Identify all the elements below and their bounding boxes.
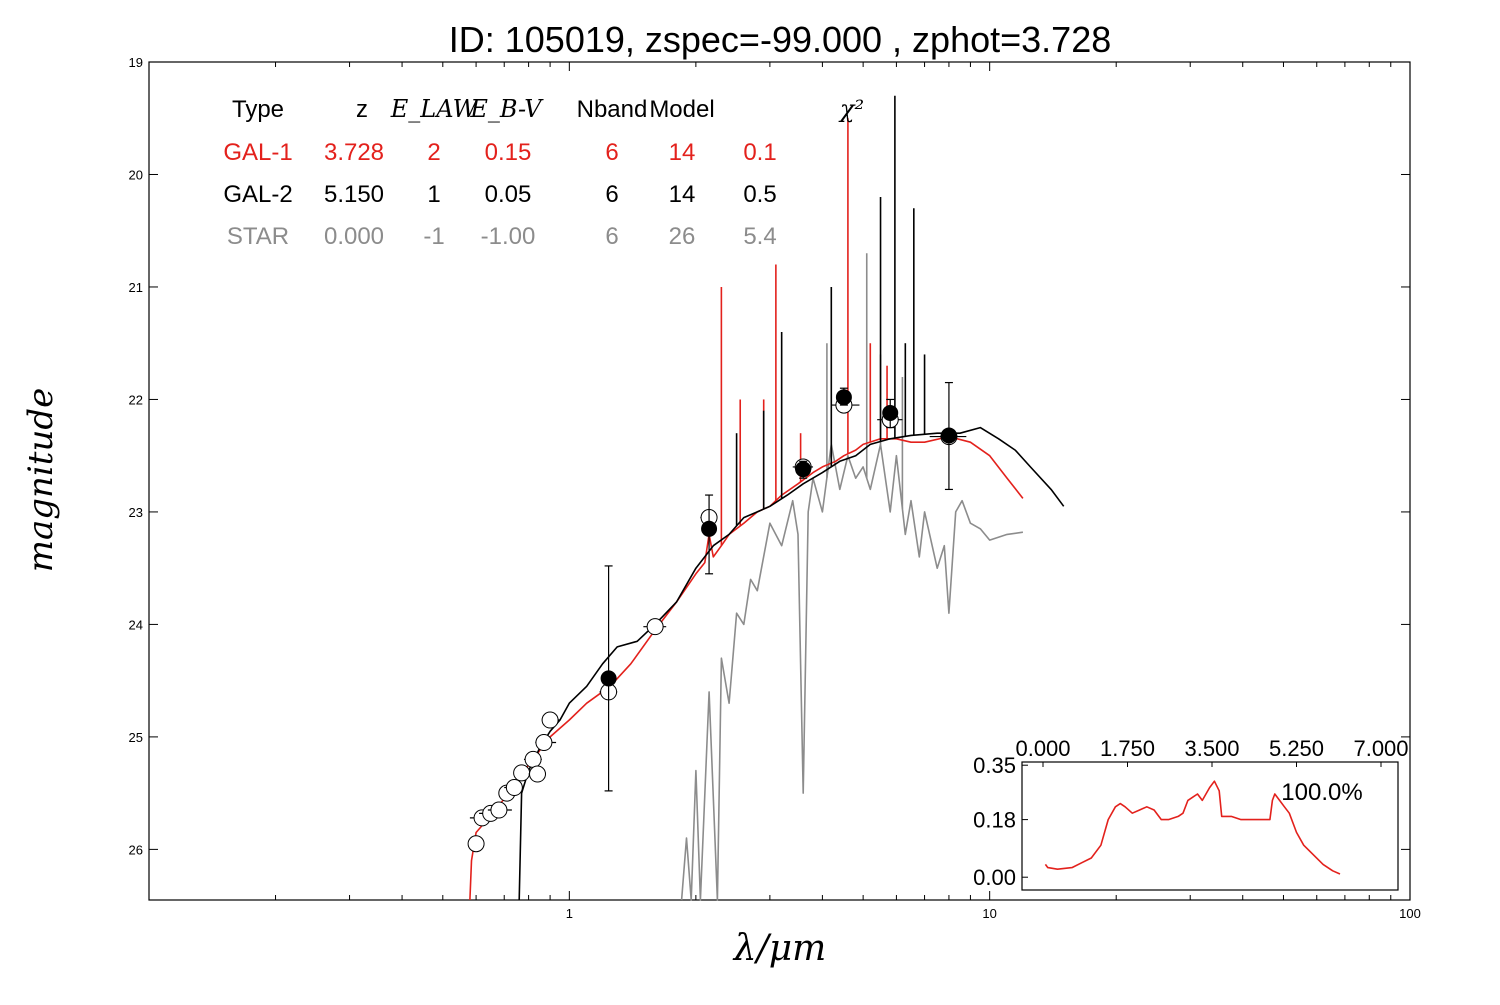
- model-point: [940, 427, 957, 444]
- model-point: [882, 404, 899, 421]
- y-tick-label: 19: [129, 55, 143, 70]
- fit-table-cell: 14: [669, 139, 696, 166]
- fit-table-header: z: [356, 96, 368, 123]
- y-tick-label: 22: [129, 392, 143, 407]
- y-tick-label: 26: [129, 842, 143, 857]
- observed-point: [505, 779, 523, 797]
- model-point: [795, 461, 812, 478]
- fit-table-cell: -1: [423, 223, 444, 250]
- fit-table-header: Model: [649, 96, 714, 123]
- fit-table-header: Type: [232, 96, 284, 123]
- fit-table-cell: GAL-1: [223, 139, 292, 166]
- fit-table-cell: 6: [605, 139, 618, 166]
- inset-y-tick-label: 0.00: [973, 865, 1016, 890]
- fit-table-cell: -1.00: [481, 223, 536, 250]
- x-tick-label: 10: [982, 906, 996, 921]
- inset-x-tick-label: 0.000: [1015, 736, 1070, 761]
- model-point: [701, 520, 718, 537]
- inset-x-tick-label: 3.500: [1184, 736, 1239, 761]
- model-point: [835, 389, 852, 406]
- fit-table-header: E_LAW: [390, 95, 480, 123]
- x-axis-label: λ/μm: [732, 928, 826, 969]
- y-tick-label: 20: [129, 167, 143, 182]
- inset-series-layer: [1044, 780, 1341, 875]
- fit-table-cell: 14: [669, 181, 696, 208]
- fit-table-cell: 3.728: [324, 139, 384, 166]
- observed-point: [646, 618, 664, 636]
- plot-frame: [148, 61, 1411, 901]
- y-tick-label: 23: [129, 505, 143, 520]
- inset-x-tick-label: 1.750: [1100, 736, 1155, 761]
- observed-point: [513, 764, 531, 782]
- inset-x-tick-label: 7.000: [1353, 736, 1408, 761]
- fit-table-cell: 6: [605, 181, 618, 208]
- x-tick-label: 1: [566, 906, 573, 921]
- fit-table-header: E_B-V: [469, 95, 544, 123]
- gal1-sed-line: [469, 435, 1024, 901]
- y-tick-label: 21: [129, 280, 143, 295]
- fit-table-cell: GAL-2: [223, 181, 292, 208]
- model-point: [600, 670, 617, 687]
- fit-table-cell: 0.5: [743, 181, 776, 208]
- fit-table-cell: STAR: [227, 223, 289, 250]
- inset-x-tick-label: 5.250: [1269, 736, 1324, 761]
- fit-table-cell: 1: [427, 181, 440, 208]
- star-sed-line: [680, 443, 1024, 901]
- photometry-layer: [467, 381, 967, 853]
- fit-table-cell: 0.15: [485, 139, 532, 166]
- y-axis-label: magnitude: [21, 388, 61, 573]
- x-tick-label: 100: [1399, 906, 1421, 921]
- fit-table-cell: 2: [427, 139, 440, 166]
- observed-point: [535, 734, 553, 752]
- chart-title: ID: 105019, zspec=-99.000 , zphot=3.728: [449, 19, 1111, 60]
- fit-table-cell: 0.000: [324, 223, 384, 250]
- inset-y-tick-label: 0.35: [973, 753, 1016, 778]
- inset-annotation: 100.0%: [1281, 779, 1362, 806]
- fit-table-cell: 0.1: [743, 139, 776, 166]
- observed-point: [529, 765, 547, 783]
- main-series-layer: [469, 95, 1065, 901]
- observed-point: [541, 711, 559, 729]
- fit-table-cell: 5.150: [324, 181, 384, 208]
- fit-table-header: Nband: [577, 96, 648, 123]
- fit-table-header: χ²: [838, 95, 864, 123]
- inset-y-tick-label: 0.18: [973, 808, 1016, 833]
- observed-point: [524, 750, 542, 768]
- fit-table-cell: 26: [669, 223, 696, 250]
- observed-point: [467, 835, 485, 853]
- fit-table-cell: 6: [605, 223, 618, 250]
- y-tick-label: 25: [129, 730, 143, 745]
- gal2-sed-line: [518, 426, 1065, 901]
- y-tick-label: 24: [129, 617, 143, 632]
- observed-point: [490, 801, 508, 819]
- fit-table-cell: 0.05: [485, 181, 532, 208]
- inset-axis-ticks: 0.000 1.750 3.500 5.250 7.000 0.00 0.18 0.35: [973, 736, 1408, 890]
- inset-frame: [1021, 761, 1399, 891]
- fit-table-cell: 5.4: [743, 223, 776, 250]
- inset-pdz-line: [1044, 780, 1341, 875]
